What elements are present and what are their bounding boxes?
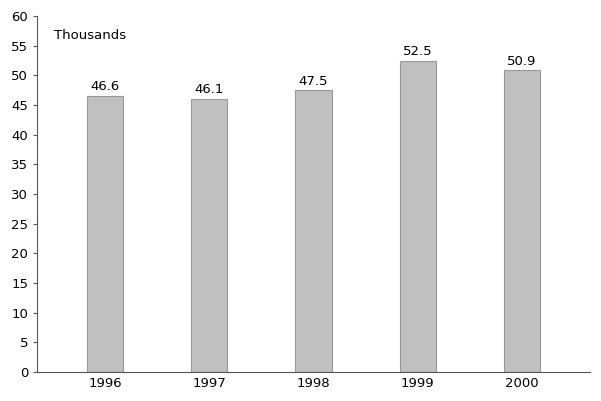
Bar xyxy=(504,70,540,372)
Bar xyxy=(191,99,227,372)
Text: 46.6: 46.6 xyxy=(90,80,120,93)
Bar xyxy=(400,61,436,372)
Bar xyxy=(87,95,123,372)
Text: 46.1: 46.1 xyxy=(195,83,224,96)
Text: 52.5: 52.5 xyxy=(403,45,433,58)
Text: 47.5: 47.5 xyxy=(299,75,328,88)
Text: 50.9: 50.9 xyxy=(507,55,537,68)
Text: Thousands: Thousands xyxy=(53,28,126,42)
Bar xyxy=(295,90,332,372)
